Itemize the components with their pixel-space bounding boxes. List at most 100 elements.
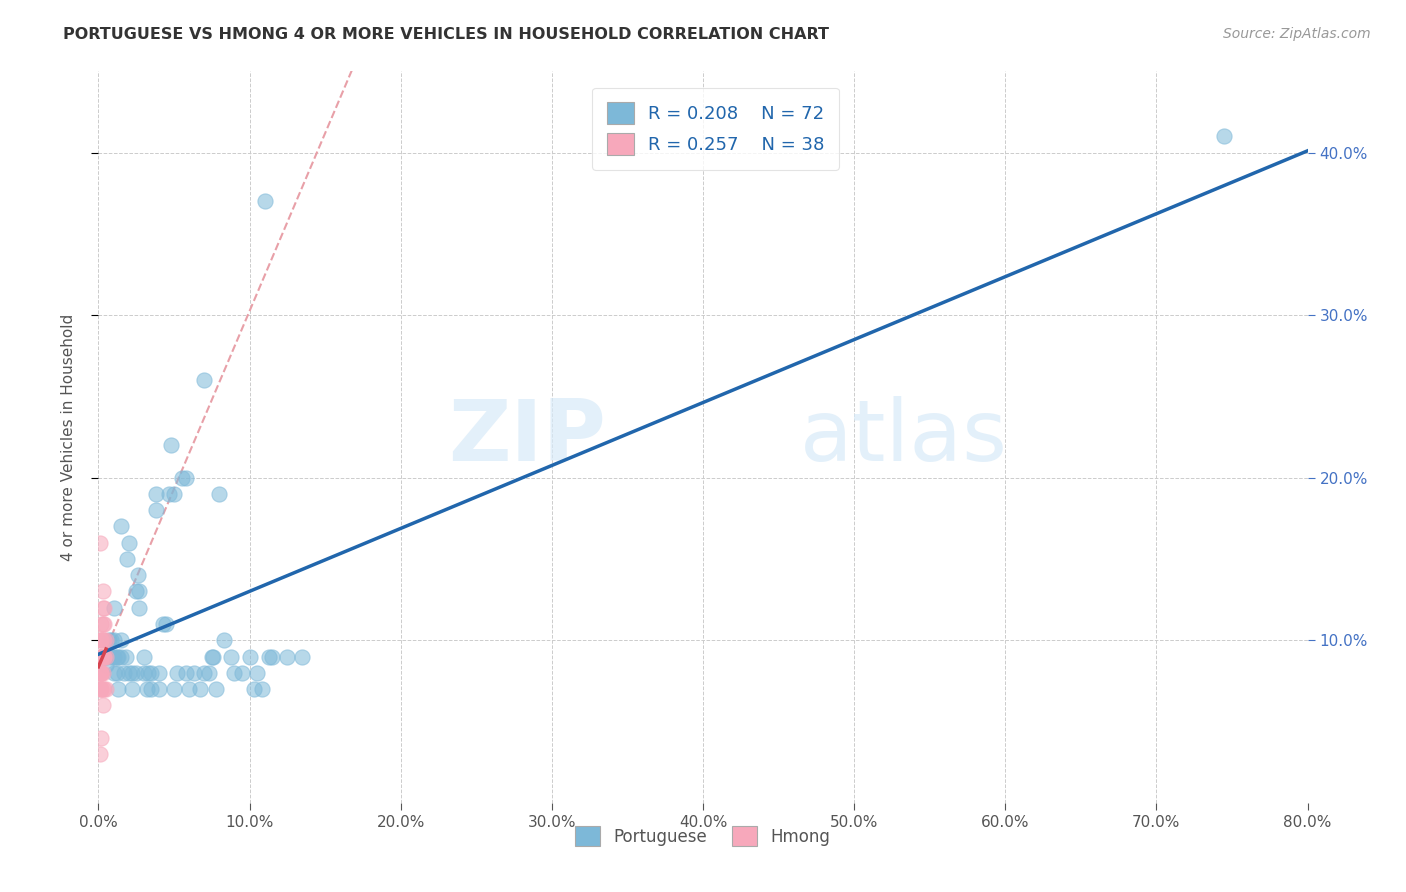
- Point: [121, 665, 143, 680]
- Point: [89, 681, 111, 696]
- Point: [94, 657, 117, 672]
- Point: [1213, 129, 1236, 144]
- Point: [100, 633, 122, 648]
- Point: [141, 665, 163, 680]
- Point: [205, 681, 228, 696]
- Point: [159, 487, 181, 501]
- Point: [91, 649, 114, 664]
- Point: [89, 649, 111, 664]
- Point: [148, 665, 170, 680]
- Point: [231, 665, 253, 680]
- Point: [90, 649, 112, 664]
- Text: atlas: atlas: [800, 395, 1008, 479]
- Point: [93, 681, 115, 696]
- Point: [174, 665, 197, 680]
- Point: [224, 665, 246, 680]
- Point: [152, 617, 174, 632]
- Point: [93, 649, 115, 664]
- Point: [105, 649, 128, 664]
- Point: [212, 633, 235, 648]
- Point: [103, 665, 125, 680]
- Point: [125, 665, 148, 680]
- Text: Source: ZipAtlas.com: Source: ZipAtlas.com: [1223, 27, 1371, 41]
- Point: [93, 649, 115, 664]
- Point: [246, 665, 269, 680]
- Point: [101, 649, 124, 664]
- Point: [197, 665, 219, 680]
- Point: [132, 649, 155, 664]
- Point: [103, 633, 125, 648]
- Point: [110, 649, 132, 664]
- Point: [89, 649, 111, 664]
- Point: [90, 681, 112, 696]
- Point: [155, 617, 177, 632]
- Point: [183, 665, 205, 680]
- Point: [91, 665, 114, 680]
- Y-axis label: 4 or more Vehicles in Household: 4 or more Vehicles in Household: [60, 313, 76, 561]
- Legend: Portuguese, Hmong: Portuguese, Hmong: [568, 820, 838, 853]
- Point: [90, 649, 112, 664]
- Point: [110, 633, 132, 648]
- Point: [89, 665, 111, 680]
- Point: [262, 649, 284, 664]
- Point: [250, 681, 273, 696]
- Point: [89, 535, 111, 549]
- Point: [118, 665, 141, 680]
- Point: [291, 649, 314, 664]
- Point: [208, 487, 231, 501]
- Point: [118, 535, 141, 549]
- Point: [132, 665, 155, 680]
- Point: [107, 681, 129, 696]
- Point: [148, 681, 170, 696]
- Point: [239, 649, 262, 664]
- Point: [193, 373, 215, 387]
- Point: [188, 681, 211, 696]
- Point: [276, 649, 298, 664]
- Point: [90, 633, 112, 648]
- Point: [163, 487, 186, 501]
- Point: [89, 665, 111, 680]
- Point: [135, 681, 157, 696]
- Point: [243, 681, 266, 696]
- Point: [90, 681, 112, 696]
- Point: [91, 600, 114, 615]
- Point: [128, 584, 150, 599]
- Point: [93, 617, 115, 632]
- Point: [89, 747, 111, 761]
- Point: [91, 617, 114, 632]
- Point: [90, 649, 112, 664]
- Point: [103, 649, 125, 664]
- Point: [160, 438, 183, 452]
- Point: [145, 503, 167, 517]
- Point: [166, 665, 188, 680]
- Point: [94, 649, 117, 664]
- Point: [202, 649, 225, 664]
- Point: [91, 698, 114, 713]
- Point: [89, 649, 111, 664]
- Point: [89, 633, 111, 648]
- Point: [128, 600, 150, 615]
- Point: [94, 649, 117, 664]
- Point: [107, 649, 129, 664]
- Point: [90, 665, 112, 680]
- Text: ZIP: ZIP: [449, 395, 606, 479]
- Point: [93, 633, 115, 648]
- Point: [163, 681, 186, 696]
- Point: [110, 519, 132, 533]
- Point: [90, 665, 112, 680]
- Point: [91, 633, 114, 648]
- Point: [90, 633, 112, 648]
- Point: [98, 633, 121, 648]
- Point: [115, 552, 138, 566]
- Point: [93, 600, 115, 615]
- Point: [141, 681, 163, 696]
- Point: [94, 681, 117, 696]
- Point: [103, 600, 125, 615]
- Point: [179, 681, 201, 696]
- Point: [121, 681, 143, 696]
- Point: [94, 633, 117, 648]
- Point: [91, 584, 114, 599]
- Point: [90, 731, 112, 745]
- Point: [145, 487, 167, 501]
- Point: [193, 665, 215, 680]
